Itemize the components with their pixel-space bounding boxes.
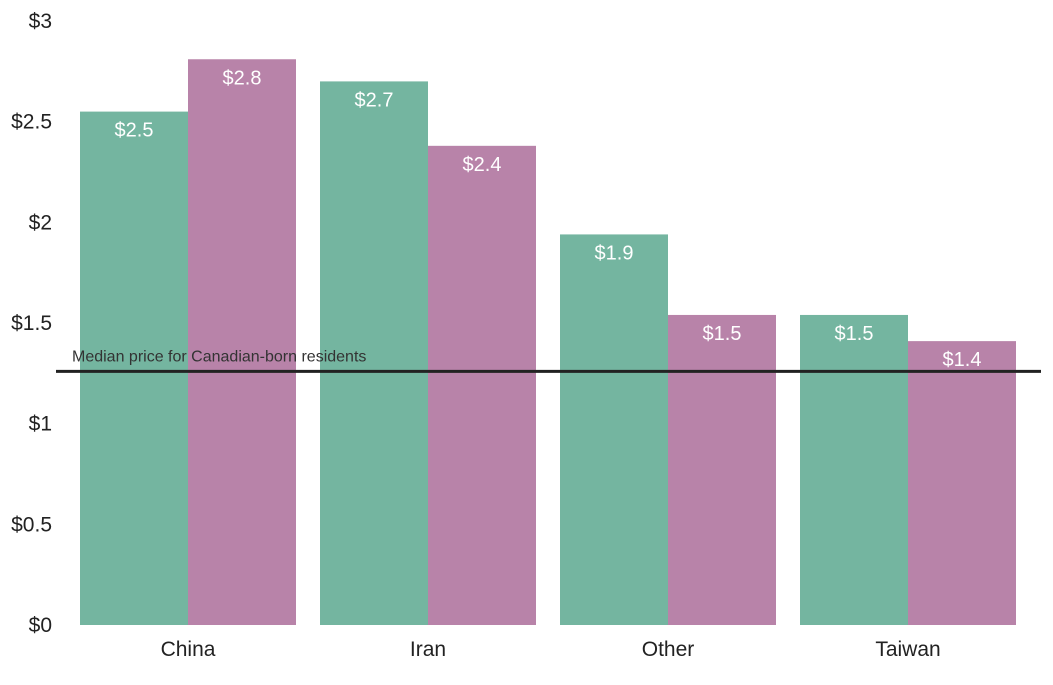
y-axis: $0 $0.5 $1 $1.5 $2 $2.5 $3	[11, 10, 52, 637]
y-tick-label: $1	[29, 413, 52, 436]
bar-value-label: $1.4	[943, 349, 982, 371]
bar-labels: $2.5 $2.8 $2.7 $2.4 $1.9 $1.5 $1.5 $1.4	[115, 67, 982, 371]
y-tick-label: $2	[29, 211, 52, 234]
y-tick-label: $3	[29, 10, 52, 33]
y-tick-label: $2.5	[11, 111, 52, 134]
y-tick-label: $1.5	[11, 312, 52, 335]
bar-other-series-2	[668, 314, 776, 625]
bar-taiwan-series-1	[800, 314, 908, 625]
bar-china-series-2	[188, 59, 296, 625]
bar-china-series-1	[80, 111, 188, 626]
bar-value-label: $2.4	[463, 154, 502, 176]
y-tick-label: $0	[29, 614, 52, 637]
bar-value-label: $1.5	[703, 323, 742, 345]
x-tick-label: Taiwan	[875, 638, 940, 661]
x-tick-label: Other	[642, 638, 695, 661]
bar-iran-series-1	[320, 81, 428, 625]
bars	[80, 59, 1016, 626]
y-tick-label: $0.5	[11, 513, 52, 536]
reference-line-group: Median price for Canadian-born residents	[56, 348, 1041, 373]
x-tick-label: China	[161, 638, 216, 661]
x-tick-label: Iran	[410, 638, 446, 661]
x-axis: China Iran Other Taiwan	[161, 638, 941, 661]
bar-other-series-1	[560, 234, 668, 625]
bar-iran-series-2	[428, 145, 536, 625]
reference-line-label: Median price for Canadian-born residents	[72, 348, 366, 365]
bar-value-label: $1.5	[835, 323, 874, 345]
bar-value-label: $2.5	[115, 120, 154, 142]
bar-value-label: $2.7	[355, 89, 394, 111]
bar-value-label: $2.8	[223, 67, 262, 89]
bar-value-label: $1.9	[595, 242, 634, 264]
bar-taiwan-series-2	[908, 341, 1016, 625]
